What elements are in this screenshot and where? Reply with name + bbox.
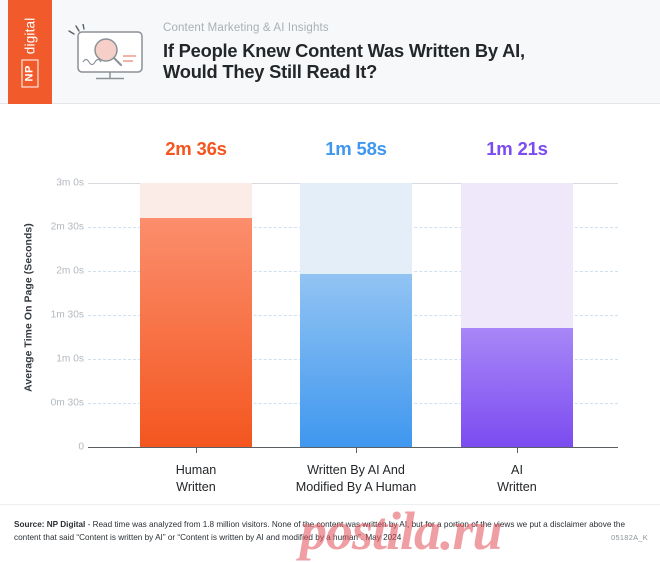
logo-np-mark: NP — [21, 58, 39, 87]
y-tick-label: 3m 0s — [56, 177, 84, 189]
x-axis-label-line: AI — [511, 463, 523, 477]
x-axis-label-line: Modified By A Human — [295, 480, 417, 495]
y-tick-label: 1m 30s — [50, 309, 84, 321]
np-digital-logo[interactable]: NP digital — [8, 0, 52, 104]
bar[interactable] — [140, 218, 252, 447]
y-tick-label: 2m 0s — [56, 265, 84, 277]
header-bar: NP digital Content Marketing & AI Insigh… — [0, 0, 660, 104]
logo-digital-word: digital — [22, 17, 38, 54]
x-axis-label-line: Human — [175, 463, 217, 477]
source-name: NP Digital — [46, 520, 86, 529]
y-axis-ticks: 3m 0s 2m 30s 2m 0s 1m 30s 1m 0s 0m 30s 0 — [16, 104, 84, 504]
logo-inner: NP digital — [21, 17, 39, 87]
page-title-line1: If People Knew Content Was Written By AI… — [163, 39, 525, 61]
x-axis-label-line: Written — [497, 480, 537, 495]
y-tick-label: 2m 30s — [50, 221, 84, 233]
header-text-block: Content Marketing & AI Insights If Peopl… — [163, 22, 643, 83]
footer-bar: Source: NP Digital - Read time was analy… — [0, 504, 660, 556]
source-label: Source: — [14, 520, 45, 529]
x-tick-mark — [517, 447, 518, 453]
bar[interactable] — [300, 273, 412, 447]
bar-value-label: 1m 58s — [325, 138, 387, 159]
bar-track — [300, 183, 412, 447]
x-axis-label-line: Written — [176, 480, 216, 495]
source-note: Source: NP Digital - Read time was analy… — [14, 519, 634, 544]
x-axis-line — [88, 447, 618, 448]
bar-value-label: 2m 36s — [165, 138, 227, 159]
bar-track — [140, 183, 252, 447]
source-line2: we put a disclaimer above the content th… — [14, 520, 626, 542]
x-axis-label-line: Written By AI And — [307, 463, 405, 477]
y-tick-label: 0 — [78, 441, 84, 453]
header-eyebrow: Content Marketing & AI Insights — [163, 22, 329, 34]
x-axis-label: Human Written — [101, 462, 291, 497]
y-tick-label: 1m 0s — [56, 353, 84, 365]
source-line1: - Read time was analyzed from 1.8 millio… — [85, 520, 515, 529]
monitor-magnifier-icon — [66, 23, 154, 84]
x-axis-label: AI Written — [422, 462, 612, 497]
bar-chart: Average Time On Page (Seconds) 3m 0s 2m 3… — [0, 104, 660, 504]
x-tick-mark — [196, 447, 197, 453]
x-axis-label: Written By AI And Modified By A Human — [261, 462, 451, 497]
bar[interactable] — [461, 328, 573, 447]
page-title: If People Knew Content Was Written By AI… — [163, 40, 643, 83]
x-tick-mark — [356, 447, 357, 453]
page-title-line2: Would They Still Read It? — [163, 61, 378, 83]
bar-value-label: 1m 21s — [486, 138, 548, 159]
bar-track — [461, 183, 573, 447]
chart-code: 05182A_K — [611, 533, 648, 542]
y-tick-label: 0m 30s — [50, 397, 84, 409]
